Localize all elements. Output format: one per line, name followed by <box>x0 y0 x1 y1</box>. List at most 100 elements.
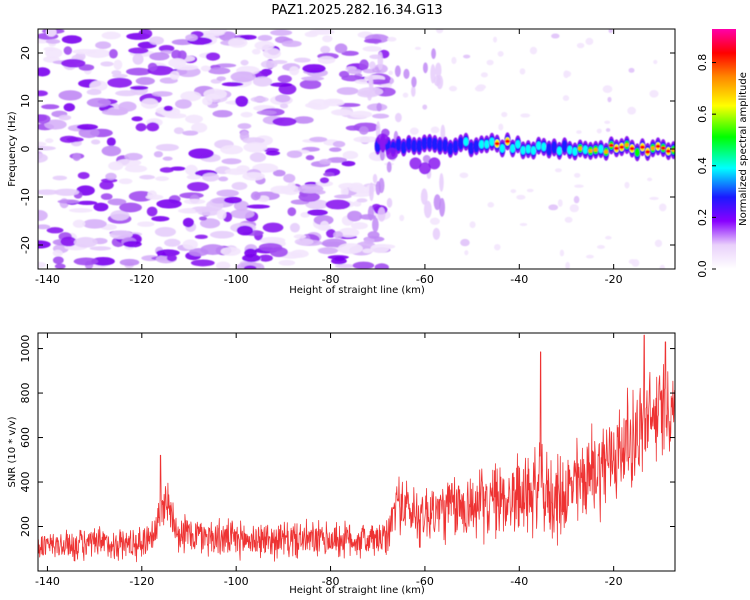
spectrogram-noise-blob <box>76 124 99 131</box>
spectrogram-noise-blob <box>402 92 409 98</box>
spectrogram-noise-blob <box>38 153 48 163</box>
spectrogram-noise-blob <box>137 221 155 227</box>
spectrogram-noise-blob <box>58 90 83 101</box>
spectrogram-noise-blob <box>110 210 130 221</box>
spectrogram-noise-blob <box>301 76 325 81</box>
spectrogram-noise-blob <box>78 127 100 139</box>
spectrogram-noise-blob <box>45 39 61 44</box>
spectrogram-noise-blob <box>131 116 143 122</box>
spectrogram-noise-blob <box>164 238 181 247</box>
spectrogram-x-tick-label: -80 <box>322 273 340 286</box>
colorbar-ticks: 0.0 0.2 0.4 0.6 0.8 <box>696 54 716 278</box>
spectrogram-noise-blob <box>659 203 667 212</box>
spectrogram-noise-blob <box>93 202 109 212</box>
spectrogram-noise-blob <box>649 90 659 98</box>
spectrogram-noise-blob <box>164 113 187 119</box>
spectrogram-signal-blob <box>634 148 640 157</box>
spectrogram-noise-blob <box>208 67 231 75</box>
spectrogram-noise-blob <box>317 247 338 255</box>
spectrogram-noise-blob <box>565 261 570 269</box>
spectrogram-signal-blob <box>525 144 531 154</box>
spectrogram-noise-blob <box>209 230 235 239</box>
spectrogram-signal-blob <box>405 137 412 151</box>
spectrogram-noise-blob <box>216 76 226 81</box>
spectrogram-noise-blob <box>191 122 208 133</box>
spectrogram-noise-blob <box>297 184 324 194</box>
spectrogram-noise-blob <box>86 88 102 96</box>
spectrogram-noise-blob <box>435 62 442 78</box>
spectrogram-noise-blob <box>628 67 635 73</box>
spectrogram-noise-blob <box>604 120 611 124</box>
spectrogram-noise-blob <box>107 198 127 206</box>
spectrogram-noise-blob <box>319 177 330 184</box>
spectrogram-noise-blob <box>198 216 207 221</box>
spectrogram-y-tick-label: 0 <box>19 146 32 153</box>
spectrogram-y-tick-label: -20 <box>19 236 32 254</box>
spectrogram-noise-blob <box>128 47 149 54</box>
spectrogram-noise-blob <box>293 116 314 124</box>
spectrogram-noise-blob <box>132 53 144 65</box>
spectrogram-noise-blob <box>148 36 165 45</box>
spectrogram-noise-blob <box>315 180 334 187</box>
spectrogram-noise-blob <box>294 238 314 246</box>
spectrogram-noise-blob <box>149 52 170 61</box>
spectrogram-noise-blob <box>423 200 432 219</box>
spectrogram-noise-blob <box>501 111 508 118</box>
spectrogram-noise-blob <box>185 164 198 176</box>
spectrogram-noise-blob <box>38 261 47 268</box>
spectrogram-noise-blob <box>411 85 416 97</box>
spectrogram-signal-blob <box>457 136 464 150</box>
spectrogram-noise-blob <box>188 148 214 159</box>
spectrogram-signal-blob <box>437 139 443 153</box>
spectrogram-noise-blob <box>372 113 390 119</box>
spectrogram-noise-blob <box>372 173 378 184</box>
spectrogram-noise-blob <box>257 34 273 42</box>
snr-frame <box>37 332 676 572</box>
spectrogram-noise-blob <box>216 189 239 197</box>
spectrogram-signal-blob <box>431 137 438 151</box>
spectrogram-noise-blob <box>347 68 362 75</box>
spectrogram-y-tick-label: 20 <box>19 46 32 60</box>
spectrogram-noise-blob <box>551 33 560 39</box>
spectrogram-noise-blob <box>101 145 122 157</box>
spectrogram-noise-blob <box>299 79 322 90</box>
snr-y-tick-label: 200 <box>19 516 32 537</box>
spectrogram-signal-blob <box>416 139 423 153</box>
spectrogram-noise-blob <box>154 226 176 237</box>
spectrogram-noise-blob <box>218 176 229 182</box>
spectrogram-noise-blob <box>118 101 137 112</box>
spectrogram-noise-blob <box>265 150 281 156</box>
spectrogram-signal-blob <box>546 143 552 156</box>
spectrogram-signal-core <box>577 146 583 151</box>
spectrogram-noise-blob <box>564 216 573 223</box>
spectrogram-noise-blob <box>243 142 268 153</box>
spectrogram-noise-blob <box>105 172 117 181</box>
spectrogram-x-tick-label: -140 <box>35 273 60 286</box>
spectrogram-noise-blob <box>43 46 57 52</box>
spectrogram-noise-blob <box>242 172 265 181</box>
spectrogram-signal-core <box>665 149 671 153</box>
spectrogram-noise-blob <box>348 184 366 192</box>
spectrogram-signal-core <box>505 139 510 144</box>
spectrogram-signal-blob <box>463 137 469 146</box>
spectrogram-noise-blob <box>63 46 73 55</box>
spectrogram-noise-blob <box>519 222 528 227</box>
spectrogram-noise-blob <box>146 206 158 217</box>
spectrogram-noise-blob <box>38 67 51 77</box>
spectrogram-noise-blob <box>290 249 309 258</box>
snr-x-tick-label: -60 <box>416 575 434 588</box>
spectrogram-noise-blob <box>38 240 51 249</box>
spectrogram-noise-blob <box>254 40 275 51</box>
spectrogram-noise-blob <box>340 186 349 197</box>
spectrogram-x-tick-label: -60 <box>416 273 434 286</box>
spectrogram-signal-blob <box>428 157 441 170</box>
spectrogram-noise-blob <box>436 29 444 34</box>
spectrogram-noise-blob <box>212 110 233 118</box>
spectrogram-noise-blob <box>367 231 380 239</box>
snr-panel: -140 -120 -100 -80 -60 -40 -20 200 400 600 800 100… <box>7 332 676 596</box>
spectrogram-noise-blob <box>377 207 386 222</box>
spectrogram-noise-blob <box>269 82 293 87</box>
spectrogram-signal-blob <box>468 144 474 153</box>
spectrogram-noise-blob <box>46 227 64 234</box>
spectrogram-signal-blob <box>541 142 547 152</box>
